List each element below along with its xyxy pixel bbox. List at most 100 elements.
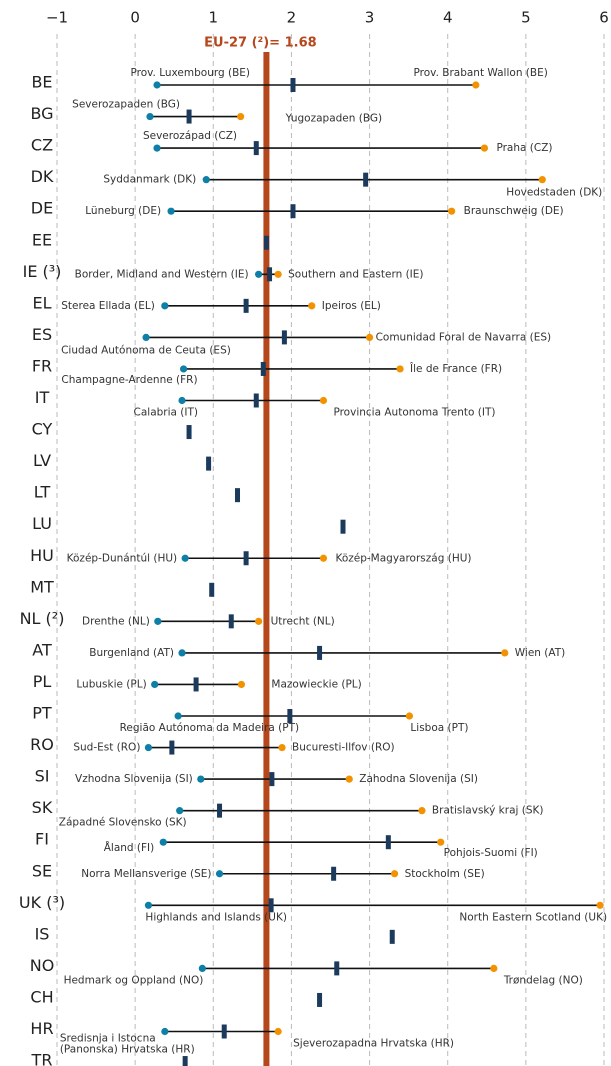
country-label: IE (³) xyxy=(23,262,62,281)
country-label: HR xyxy=(30,1019,53,1038)
high-dot xyxy=(390,870,399,878)
national-mark xyxy=(317,992,323,1007)
low-dot xyxy=(167,207,175,215)
x-tick-label: 1 xyxy=(209,9,219,27)
national-mark xyxy=(385,835,391,850)
high-dot xyxy=(274,1027,282,1036)
low-dot xyxy=(151,680,159,689)
region-label: Região Autónoma da Madeira (PT) xyxy=(120,722,300,734)
region-label: Norra Mellansverige (SE) xyxy=(81,868,211,880)
high-dot xyxy=(237,112,245,121)
national-mark xyxy=(389,929,395,944)
region-label: Vzhodna Slovenija (SI) xyxy=(75,773,193,785)
low-dot xyxy=(178,649,186,657)
national-mark xyxy=(243,551,249,566)
region-label: Drenthe (NL) xyxy=(82,615,150,627)
high-dot xyxy=(345,775,353,783)
national-mark xyxy=(169,740,175,755)
region-label: Southern and Eastern (IE) xyxy=(288,268,423,280)
high-dot xyxy=(278,743,286,752)
country-label: DE xyxy=(31,199,53,218)
high-dot xyxy=(490,964,498,973)
national-mark xyxy=(290,204,296,219)
low-dot xyxy=(161,302,169,310)
low-dot xyxy=(146,112,154,121)
country-label: UK (³) xyxy=(19,893,65,912)
region-label: Zahodna Slovenija (SI) xyxy=(359,773,478,785)
region-label: Champagne-Ardenne (FR) xyxy=(61,374,197,386)
low-dot xyxy=(179,365,188,373)
low-dot xyxy=(215,870,224,878)
national-mark xyxy=(253,141,259,156)
region-label: Ipeiros (EL) xyxy=(322,300,381,312)
country-label: IS xyxy=(35,924,50,943)
high-dot xyxy=(596,901,604,909)
x-tick-label: 4 xyxy=(443,9,453,27)
national-mark xyxy=(228,614,234,629)
country-label: IT xyxy=(35,388,50,407)
low-dot xyxy=(202,176,210,184)
country-label: HU xyxy=(30,546,54,565)
country-label: EL xyxy=(32,293,51,312)
country-label: CH xyxy=(30,987,53,1006)
country-label: LT xyxy=(34,483,51,502)
region-label: Calabria (IT) xyxy=(134,407,199,419)
country-label: PL xyxy=(33,672,52,691)
high-dot xyxy=(418,807,426,815)
national-mark xyxy=(193,677,199,692)
reference-label: EU-27 (²)= 1.68 xyxy=(204,36,317,51)
region-label: Lisboa (PT) xyxy=(410,722,468,734)
region-label: Közép-Dunántúl (HU) xyxy=(67,552,178,564)
country-label: ES xyxy=(32,325,52,344)
country-label: AT xyxy=(32,640,52,659)
region-label: Severozápad (CZ) xyxy=(143,130,237,142)
x-tick-label: 3 xyxy=(365,9,375,27)
high-dot xyxy=(448,207,456,215)
country-label: DK xyxy=(31,167,54,186)
x-tick-label: −1 xyxy=(46,9,68,27)
country-label: CY xyxy=(32,420,53,439)
region-label: Hovedstaden (DK) xyxy=(506,187,602,199)
high-dot xyxy=(472,81,480,89)
x-tick-label: 0 xyxy=(130,9,140,27)
national-mark xyxy=(221,1024,227,1039)
low-dot xyxy=(161,1027,169,1036)
region-label: Sterea Ellada (EL) xyxy=(61,300,155,312)
national-mark xyxy=(263,235,269,250)
x-tick-label: 5 xyxy=(521,9,531,27)
high-dot xyxy=(437,838,445,846)
country-label: LV xyxy=(33,451,51,470)
region-label: Közép-Magyarország (HU) xyxy=(335,552,471,564)
region-label: Åland (FI) xyxy=(104,841,155,854)
region-label: Comunidad Foral de Navarra (ES) xyxy=(376,331,552,343)
national-mark xyxy=(186,425,192,440)
country-label: MT xyxy=(30,577,54,596)
national-mark xyxy=(340,519,346,534)
low-dot xyxy=(197,775,205,783)
country-label: LU xyxy=(32,514,52,533)
high-dot xyxy=(396,365,404,373)
region-label: Prov. Luxembourg (BE) xyxy=(130,67,250,79)
country-label: RO xyxy=(30,735,54,754)
region-label: Trøndelag (NO) xyxy=(503,974,583,986)
region-label: Yugozapaden (BG) xyxy=(285,113,382,125)
low-dot xyxy=(142,333,150,341)
region-label: North Eastern Scotland (UK) xyxy=(459,911,607,923)
national-mark xyxy=(243,298,249,313)
national-mark xyxy=(363,172,369,187)
national-mark xyxy=(268,898,274,913)
high-dot xyxy=(308,302,316,310)
country-label: SI xyxy=(35,767,50,786)
national-mark xyxy=(331,866,337,881)
high-dot xyxy=(538,176,546,184)
region-label: Burgenland (AT) xyxy=(89,647,174,659)
high-dot xyxy=(274,270,282,278)
national-mark xyxy=(182,1056,188,1066)
low-dot xyxy=(198,964,206,973)
national-mark xyxy=(281,330,287,345)
national-mark xyxy=(235,488,241,503)
region-label: Wien (AT) xyxy=(515,647,566,659)
country-label: NL (²) xyxy=(20,609,65,628)
national-mark xyxy=(186,109,192,124)
